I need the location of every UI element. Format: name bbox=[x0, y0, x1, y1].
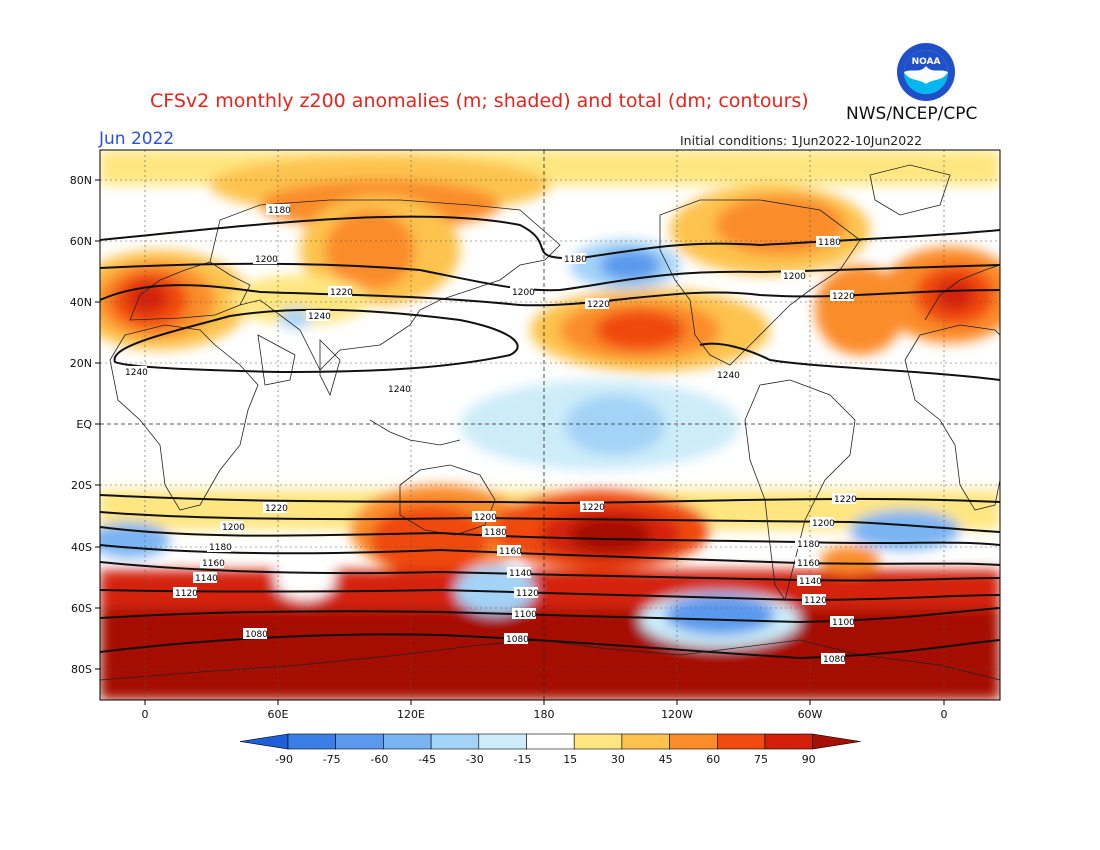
contour-1160-sh bbox=[100, 544, 1000, 566]
contour-label: 1220 bbox=[834, 495, 857, 505]
lon-label: 60W bbox=[798, 708, 823, 721]
coast-indonesia bbox=[369, 419, 461, 446]
contour-label: 1220 bbox=[587, 300, 610, 310]
contour-label: 1180 bbox=[818, 238, 841, 248]
contour-label: 1100 bbox=[832, 618, 855, 628]
logo-text: NOAA bbox=[912, 57, 941, 67]
contour-1100-sh bbox=[100, 607, 1000, 624]
contour-1240-na bbox=[699, 342, 1000, 381]
page-title: CFSv2 monthly z200 anomalies (m; shaded)… bbox=[150, 90, 809, 112]
initial-conditions-label: Initial conditions: 1Jun2022-10Jun2022 bbox=[680, 133, 923, 148]
tick-marks bbox=[95, 179, 945, 705]
contour-label: 1180 bbox=[484, 528, 507, 538]
lat-label: 80N bbox=[70, 174, 92, 187]
contour-label: 1240 bbox=[308, 312, 331, 322]
lon-label: 0 bbox=[142, 708, 149, 721]
coast-india bbox=[319, 339, 341, 397]
lon-label: 180 bbox=[534, 708, 555, 721]
contour-label: 1200 bbox=[812, 519, 835, 529]
contour-label: 1200 bbox=[474, 513, 497, 523]
contour-label: 1140 bbox=[195, 574, 218, 584]
org-label: NWS/NCEP/CPC bbox=[846, 104, 978, 124]
contour-label: 1220 bbox=[832, 292, 855, 302]
coast-europe-east bbox=[924, 264, 1000, 321]
contour-label: 1180 bbox=[268, 206, 291, 216]
coast-arabia bbox=[257, 334, 296, 386]
contour-1180-sh bbox=[100, 526, 1000, 546]
lat-label: EQ bbox=[76, 418, 92, 431]
contour-label: 1160 bbox=[797, 559, 820, 569]
map-frame bbox=[99, 149, 1001, 701]
grid-emphasis bbox=[100, 150, 1000, 700]
coast-greenland bbox=[869, 164, 951, 216]
longitude-labels: 0 60E 120E 180 120W 60W 0 bbox=[142, 708, 948, 721]
lon-label: 120W bbox=[661, 708, 693, 721]
lat-label: 60N bbox=[70, 235, 92, 248]
coast-europe bbox=[129, 261, 251, 321]
contour-label: 1180 bbox=[209, 543, 232, 553]
contour-label: 1220 bbox=[265, 504, 288, 514]
contour-label: 1120 bbox=[516, 589, 539, 599]
lat-label: 60S bbox=[71, 602, 92, 615]
coast-africa-east-south bbox=[904, 359, 1000, 511]
latitude-labels: 80N 60N 40N 20N EQ 20S 40S 60S 80S bbox=[70, 174, 93, 676]
lat-label: 20S bbox=[71, 479, 92, 492]
contour-label: 1160 bbox=[499, 547, 522, 557]
contour-label: 1240 bbox=[388, 385, 411, 395]
contour-label: 1200 bbox=[222, 523, 245, 533]
contour-label: 1100 bbox=[514, 610, 537, 620]
contour-label-group: 1180 1180 1180 1200 1200 1200 1220 1220 … bbox=[123, 204, 857, 665]
contour-label: 1080 bbox=[823, 655, 846, 665]
contour-label: 1180 bbox=[564, 255, 587, 265]
contour-label: 1080 bbox=[506, 635, 529, 645]
contour-label: 1120 bbox=[804, 596, 827, 606]
coast-africa bbox=[109, 324, 259, 511]
contour-label: 1140 bbox=[509, 569, 532, 579]
contour-1200-nh bbox=[100, 262, 1000, 292]
contour-label: 1140 bbox=[799, 577, 822, 587]
height-contours bbox=[100, 215, 1000, 660]
contour-label: 1120 bbox=[175, 589, 198, 599]
contour-1240 bbox=[113, 308, 519, 374]
lat-label: 40S bbox=[71, 541, 92, 554]
lon-label: 0 bbox=[941, 708, 948, 721]
contour-label: 1220 bbox=[330, 288, 353, 298]
contour-1200-sh bbox=[100, 511, 1000, 533]
contour-label: 1200 bbox=[512, 288, 535, 298]
contour-1140-sh bbox=[100, 561, 1000, 582]
coast-asia bbox=[209, 199, 561, 371]
contour-label: 1160 bbox=[202, 559, 225, 569]
lon-label: 60E bbox=[268, 708, 289, 721]
anomaly-shading bbox=[100, 150, 1000, 700]
contour-label: 1240 bbox=[717, 371, 740, 381]
lon-label: 120E bbox=[397, 708, 425, 721]
contour-label: 1080 bbox=[245, 630, 268, 640]
contour-label: 1200 bbox=[255, 255, 278, 265]
noaa-logo: NOAA bbox=[897, 43, 955, 101]
contour-label: 1200 bbox=[783, 272, 806, 282]
contour-1120-sh bbox=[100, 588, 1000, 602]
contour-label: 1220 bbox=[582, 503, 605, 513]
lat-label: 80S bbox=[71, 663, 92, 676]
contour-label: 1240 bbox=[125, 368, 148, 378]
lat-label: 40N bbox=[70, 296, 92, 309]
contour-label: 1180 bbox=[797, 540, 820, 550]
lat-label: 20N bbox=[70, 357, 92, 370]
coast-africa-east bbox=[904, 324, 1000, 361]
month-label: Jun 2022 bbox=[99, 129, 175, 149]
